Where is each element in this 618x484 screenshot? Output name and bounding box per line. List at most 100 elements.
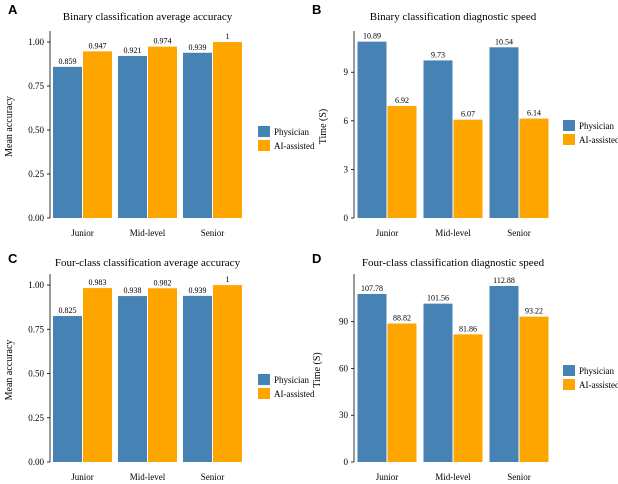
bar-ai-assisted: [148, 46, 177, 218]
bar-physician: [357, 41, 387, 218]
x-tick-label: Junior: [71, 472, 94, 482]
legend-label: Physician: [274, 127, 309, 137]
legend-swatch: [563, 379, 575, 390]
bar-physician: [357, 293, 387, 462]
bar-value-label: 6.92: [395, 96, 409, 105]
bar-ai-assisted: [387, 105, 417, 218]
chart-title: Binary classification diagnostic speed: [370, 11, 537, 23]
y-tick-label: 0.00: [28, 213, 44, 223]
legend-label: AI-assisted: [579, 380, 618, 390]
legend-swatch: [258, 126, 270, 137]
chart-title: Binary classification average accuracy: [63, 11, 233, 23]
bar-ai-assisted: [83, 288, 112, 462]
y-axis-label: Mean accuracy: [4, 96, 15, 157]
bar-value-label: 0.921: [124, 46, 142, 55]
panel-letter: C: [8, 251, 18, 266]
bar-physician: [118, 296, 147, 462]
legend-swatch: [258, 374, 270, 385]
y-axis-label: Time (S): [312, 352, 323, 387]
y-tick-label: 60: [339, 363, 349, 373]
x-tick-label: Senior: [507, 228, 531, 238]
y-tick-label: 30: [339, 410, 349, 420]
bar-value-label: 101.56: [427, 294, 449, 303]
panel-letter: B: [312, 2, 321, 17]
bar-value-label: 6.07: [461, 110, 475, 119]
panel-letter: A: [8, 2, 18, 17]
y-tick-label: 0.50: [28, 125, 44, 135]
bar-physician: [183, 295, 212, 462]
panel-b: B Binary classification diagnostic speed T…: [312, 2, 618, 238]
bar-value-label: 9.73: [431, 50, 445, 59]
y-tick-label: 0.50: [28, 369, 44, 379]
bar-value-label: 0.939: [189, 43, 207, 52]
bar-physician: [423, 60, 453, 219]
legend-label: Physician: [579, 121, 614, 131]
bar-value-label: 0.938: [124, 286, 142, 295]
bar-ai-assisted: [519, 118, 549, 218]
panel-c: C Four-class classification average accur…: [4, 251, 315, 482]
bar-value-label: 10.89: [363, 32, 381, 41]
legend-swatch: [563, 134, 575, 145]
y-tick-label: 0.75: [28, 324, 44, 334]
legend-swatch: [563, 365, 575, 376]
bar-physician: [183, 52, 212, 219]
y-tick-label: 9: [344, 67, 349, 77]
bar-value-label: 0.947: [89, 41, 107, 50]
legend-label: AI-assisted: [274, 389, 315, 399]
y-tick-label: 6: [344, 116, 349, 126]
x-tick-label: Mid-level: [130, 228, 166, 238]
bar-ai-assisted: [213, 42, 242, 219]
bar-value-label: 10.54: [495, 37, 513, 46]
bar-value-label: 6.14: [527, 109, 541, 118]
x-tick-label: Senior: [201, 228, 225, 238]
chart-title: Four-class classification diagnostic spe…: [362, 257, 545, 269]
panel-letter: D: [312, 251, 321, 266]
x-tick-label: Mid-level: [435, 472, 471, 482]
bar-ai-assisted: [213, 285, 242, 462]
y-tick-label: 0.75: [28, 81, 44, 91]
bar-value-label: 107.78: [361, 284, 383, 293]
y-tick-label: 0.25: [28, 413, 44, 423]
x-tick-label: Senior: [507, 472, 531, 482]
panel-d: D Four-class classification diagnostic sp…: [312, 251, 618, 482]
bar-physician: [118, 55, 147, 218]
bar-value-label: 1: [226, 275, 230, 284]
x-tick-label: Junior: [376, 228, 399, 238]
x-tick-label: Junior: [71, 228, 94, 238]
bar-physician: [53, 66, 82, 219]
chart-title: Four-class classification average accura…: [55, 257, 241, 269]
y-tick-label: 0: [344, 457, 349, 467]
bar-ai-assisted: [83, 51, 112, 218]
x-tick-label: Mid-level: [130, 472, 166, 482]
bar-physician: [53, 316, 82, 462]
bar-value-label: 0.982: [154, 278, 172, 287]
bar-value-label: 0.859: [59, 57, 77, 66]
legend-label: AI-assisted: [274, 141, 315, 151]
legend-swatch: [563, 120, 575, 131]
bar-ai-assisted: [453, 334, 483, 462]
x-tick-label: Senior: [201, 472, 225, 482]
bar-physician: [489, 285, 519, 462]
y-tick-label: 90: [339, 317, 349, 327]
x-tick-label: Junior: [376, 472, 399, 482]
bar-value-label: 0.939: [189, 286, 207, 295]
bar-ai-assisted: [453, 119, 483, 218]
bar-value-label: 0.825: [59, 306, 77, 315]
y-tick-label: 3: [344, 164, 349, 174]
bar-value-label: 88.82: [393, 314, 411, 323]
bar-ai-assisted: [387, 323, 417, 462]
y-tick-label: 1.00: [28, 280, 44, 290]
bar-physician: [423, 303, 453, 462]
legend-swatch: [258, 140, 270, 151]
y-tick-label: 1.00: [28, 37, 44, 47]
legend-label: Physician: [274, 375, 309, 385]
y-axis-label: Time (S): [318, 109, 329, 144]
bar-ai-assisted: [519, 316, 549, 462]
x-tick-label: Mid-level: [435, 228, 471, 238]
panel-a: A Binary classification average accuracy M…: [4, 2, 315, 238]
bar-value-label: 0.974: [154, 37, 172, 46]
bar-value-label: 93.22: [525, 307, 543, 316]
bar-value-label: 81.86: [459, 324, 477, 333]
bar-value-label: 1: [226, 32, 230, 41]
